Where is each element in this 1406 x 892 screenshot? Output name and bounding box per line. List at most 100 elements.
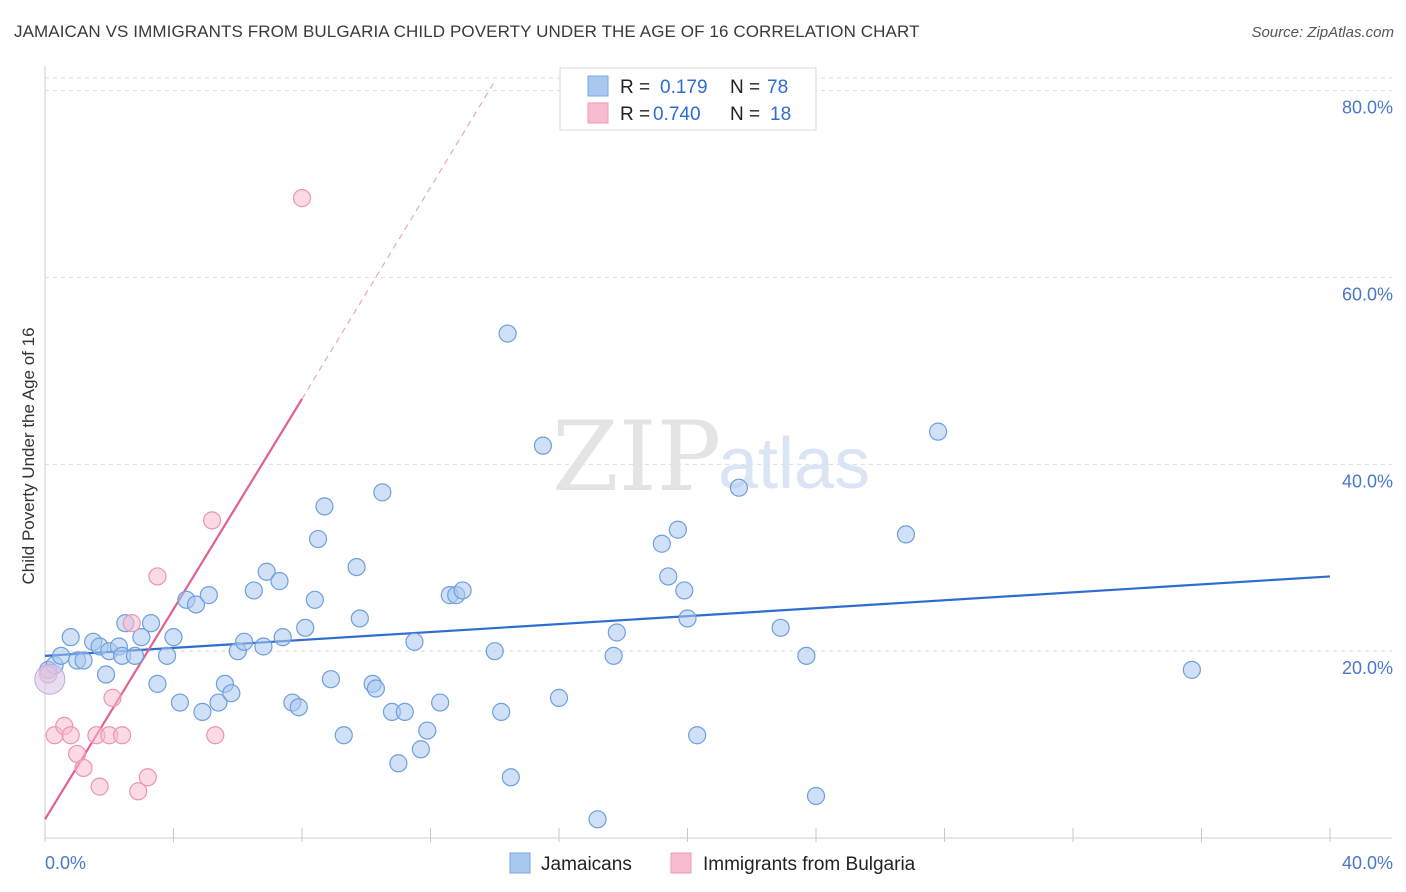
point-0-39 (315, 497, 334, 516)
point-0-40 (321, 670, 341, 689)
point-0-42 (347, 557, 366, 577)
point-1-14 (202, 511, 222, 530)
point-1-11 (129, 782, 148, 801)
point-0-60 (501, 768, 520, 787)
point-0-23 (199, 586, 218, 605)
point-0-38 (308, 529, 328, 549)
point-0-26 (222, 684, 241, 703)
point-0-75 (806, 786, 826, 806)
x-tick-label-0: 0.0% (45, 853, 86, 873)
bottom-legend-swatch-jamaicans (509, 852, 531, 874)
point-0-19 (170, 693, 190, 712)
point-0-8 (96, 665, 116, 684)
legend-n-label-jamaicans: N = (730, 77, 760, 98)
x-tick-labels: 0.0% 40.0% (45, 853, 1393, 873)
bottom-legend-swatch-bulgaria (670, 852, 692, 874)
legend-swatch-bulgaria (587, 102, 609, 124)
legend-r-value-jamaicans: 0.179 (660, 77, 708, 98)
bottom-legend-label-bulgaria: Immigrants from Bulgaria (703, 854, 916, 875)
point-0-36 (296, 618, 315, 637)
watermark-zip: ZIP (552, 401, 721, 513)
point-0-71 (688, 726, 707, 745)
point-1-4 (74, 758, 93, 778)
axes (44, 66, 1392, 842)
point-0-49 (395, 702, 414, 721)
point-0-3 (61, 628, 80, 647)
trend-line-extension-1 (301, 81, 496, 400)
point-0-29 (244, 581, 263, 600)
point-0-57 (485, 642, 504, 661)
grid-lines (45, 77, 1392, 652)
point-0-30 (254, 637, 273, 656)
point-0-41 (334, 726, 353, 745)
point-0-65 (607, 623, 626, 642)
point-1-15 (206, 726, 225, 745)
point-0-61 (533, 436, 553, 455)
point-0-2 (51, 646, 71, 665)
point-0-56 (453, 581, 472, 600)
point-1-6 (90, 777, 109, 796)
point-0-21 (186, 595, 206, 614)
point-0-59 (498, 324, 517, 343)
y-tick-label-1: 40.0% (1342, 471, 1393, 491)
point-1-13 (148, 567, 167, 586)
point-0-66 (652, 534, 671, 553)
point-0-28 (235, 632, 254, 651)
y-tick-labels: 20.0% 40.0% 60.0% 80.0% (1342, 98, 1393, 678)
point-0-48 (389, 754, 408, 773)
point-0-77 (928, 422, 948, 441)
legend-swatch-jamaicans (587, 75, 609, 97)
point-0-43 (350, 609, 369, 628)
chart-title: JAMAICAN VS IMMIGRANTS FROM BULGARIA CHI… (14, 22, 920, 41)
y-tick-label-3: 80.0% (1342, 98, 1393, 118)
point-0-69 (675, 581, 694, 600)
point-0-62 (549, 688, 569, 707)
legend-r-value-bulgaria: 0.740 (653, 104, 701, 125)
point-0-24 (209, 693, 228, 712)
point-0-37 (305, 590, 324, 609)
point-0-35 (289, 698, 308, 717)
point-0-64 (604, 646, 623, 665)
trend-line-1 (44, 398, 303, 820)
point-0-33 (273, 628, 292, 647)
source-label: Source: ZipAtlas.com (1251, 24, 1394, 41)
y-tick-label-0: 20.0% (1342, 658, 1393, 678)
point-0-76 (896, 525, 916, 544)
legend-r-label-bulgaria: R = (620, 104, 650, 125)
point-0-5 (74, 651, 93, 670)
point-0-22 (193, 702, 212, 721)
legend-n-value-jamaicans: 78 (767, 77, 788, 98)
point-0-52 (418, 721, 437, 740)
point-0-74 (797, 646, 816, 665)
legend-n-label-bulgaria: N = (730, 104, 760, 125)
point-0-17 (157, 646, 177, 665)
point-0-13 (125, 646, 145, 665)
point-0-73 (771, 618, 790, 637)
bottom-legend: Jamaicans Immigrants from Bulgaria (509, 852, 916, 875)
point-0-68 (668, 520, 687, 539)
y-tick-label-2: 60.0% (1342, 285, 1393, 305)
point-0-16 (148, 674, 167, 693)
point-0-15 (141, 614, 161, 633)
point-0-53 (431, 693, 450, 712)
point-0-67 (659, 567, 678, 586)
legend-n-value-bulgaria: 18 (770, 104, 791, 125)
y-axis-label: Child Poverty Under the Age of 16 (19, 327, 38, 584)
point-0-32 (270, 572, 289, 591)
point-0-63 (588, 810, 607, 829)
point-1-8 (103, 688, 122, 707)
point-0-46 (373, 483, 392, 502)
bottom-legend-label-jamaicans: Jamaicans (541, 854, 632, 875)
point-0-51 (411, 740, 430, 759)
point-0-78 (1182, 660, 1201, 679)
point-0-50 (405, 632, 424, 651)
point-0-70 (678, 609, 697, 628)
point-0-14 (132, 628, 151, 647)
point-1-10 (122, 614, 141, 633)
point-0-72 (729, 478, 749, 497)
point-0-31 (257, 562, 276, 581)
point-1-12 (138, 768, 157, 787)
point-0-18 (164, 628, 183, 647)
point-0-58 (492, 702, 511, 721)
